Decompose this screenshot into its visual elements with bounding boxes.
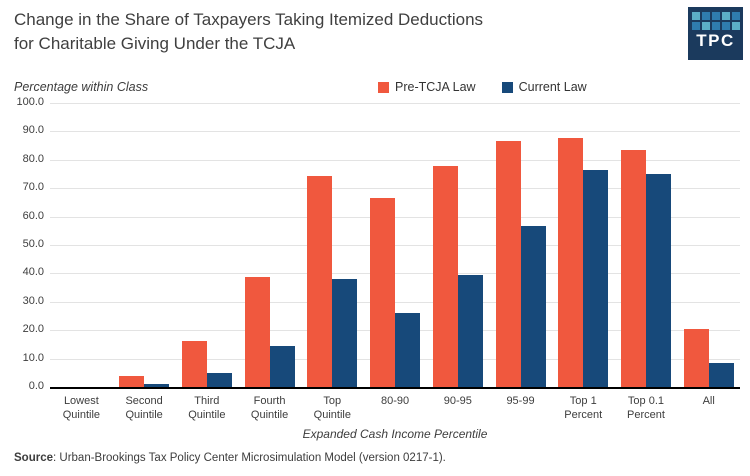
bar-group-fourth-quintile bbox=[238, 103, 301, 387]
y-axis-tick-label: 10.0 bbox=[22, 351, 44, 364]
bar-pre-tcja-law bbox=[620, 149, 646, 387]
chart-title: Change in the Share of Taxpayers Taking … bbox=[14, 10, 484, 53]
x-axis-tick-label: Second Quintile bbox=[125, 395, 163, 421]
source-label: Source bbox=[14, 452, 53, 464]
legend-swatch-icon bbox=[501, 81, 513, 93]
x-axis-tick-label: Lowest Quintile bbox=[62, 395, 101, 421]
legend-swatch-icon bbox=[378, 81, 389, 93]
bar-group-lowest-quintile bbox=[50, 103, 113, 387]
bar-current-law bbox=[269, 345, 295, 387]
y-axis-tick-label: 100.0 bbox=[16, 96, 44, 108]
x-axis-tick-label: Top 1 Percent bbox=[564, 395, 603, 421]
tpc-logo-text: TPC bbox=[696, 31, 735, 50]
y-axis-tick-label: 40.0 bbox=[22, 266, 44, 279]
y-axis-tick-label: 80.0 bbox=[22, 152, 44, 165]
x-axis-tick-label: Third Quintile bbox=[188, 395, 226, 421]
logo-square bbox=[701, 12, 710, 20]
bar-pre-tcja-law bbox=[119, 375, 145, 387]
legend-label: Pre-TCJA Law bbox=[395, 80, 476, 94]
y-axis-tick-label: 50.0 bbox=[22, 238, 44, 250]
legend: Pre-TCJA Law Current Law bbox=[378, 80, 587, 94]
logo-square bbox=[731, 12, 740, 20]
gridline bbox=[50, 103, 740, 104]
bar-current-law bbox=[395, 312, 421, 387]
x-axis-tick-label: 80-90 bbox=[380, 395, 410, 407]
bar-pre-tcja-law bbox=[495, 140, 521, 387]
bar-group-second-quintile bbox=[113, 103, 176, 387]
logo-square bbox=[731, 22, 740, 30]
bar-group-90-95 bbox=[426, 103, 489, 387]
y-axis-unit-label: Percentage within Class bbox=[14, 80, 149, 94]
bar-current-law bbox=[583, 169, 609, 387]
x-axis-title: Expanded Cash Income Percentile bbox=[302, 427, 488, 441]
legend-item-current-law: Current Law bbox=[501, 80, 587, 94]
logo-square bbox=[691, 12, 700, 20]
y-axis-tick-label: 20.0 bbox=[22, 323, 44, 336]
logo-square bbox=[721, 22, 730, 30]
logo-square bbox=[711, 22, 720, 30]
y-axis-tick-label: 0.0 bbox=[28, 380, 44, 392]
plot-area bbox=[50, 103, 740, 389]
logo-square bbox=[691, 22, 700, 30]
x-axis-tick-label: 95-99 bbox=[506, 395, 535, 407]
gridline bbox=[50, 188, 740, 190]
bar-group-top-1-percent bbox=[552, 103, 615, 387]
bar-pre-tcja-law bbox=[370, 197, 396, 387]
y-axis-tick-label: 60.0 bbox=[22, 209, 44, 222]
bar-current-law bbox=[457, 274, 483, 387]
gridline bbox=[50, 159, 740, 161]
bar-pre-tcja-law bbox=[683, 328, 709, 387]
bar-pre-tcja-law bbox=[181, 340, 207, 387]
gridline bbox=[50, 131, 740, 133]
x-axis-tick-label: Fourth Quintile bbox=[250, 395, 289, 421]
bar-current-law bbox=[144, 384, 170, 387]
x-axis-tick-label: Top 0.1 Percent bbox=[627, 395, 665, 421]
x-axis-tick-label: 90-95 bbox=[443, 395, 472, 407]
bar-current-law bbox=[645, 174, 671, 387]
bar-group-top-0-1-percent bbox=[615, 103, 678, 387]
bar-group-95-99 bbox=[489, 103, 552, 387]
bar-pre-tcja-law bbox=[432, 165, 458, 387]
y-axis-tick-label: 90.0 bbox=[22, 124, 44, 137]
logo-square bbox=[721, 12, 730, 20]
bar-group-80-90 bbox=[364, 103, 427, 387]
source-note: Source: Urban-Brookings Tax Policy Cente… bbox=[14, 452, 446, 464]
legend-label: Current Law bbox=[518, 80, 587, 94]
bar-group-all bbox=[677, 103, 740, 387]
y-axis-tick-label: 30.0 bbox=[22, 294, 44, 307]
tpc-logo: TPC bbox=[688, 7, 743, 60]
bar-current-law bbox=[332, 279, 358, 387]
bar-current-law bbox=[206, 373, 232, 387]
bar-pre-tcja-law bbox=[558, 138, 584, 387]
x-axis-tick-label: Top Quintile bbox=[313, 395, 351, 421]
bar-current-law bbox=[520, 225, 546, 387]
y-axis-tick-label: 70.0 bbox=[22, 181, 44, 194]
bar-pre-tcja-law bbox=[307, 176, 333, 387]
bar-current-law bbox=[708, 362, 734, 387]
logo-square bbox=[711, 12, 720, 20]
x-axis-tick-label: All bbox=[702, 395, 715, 407]
bar-pre-tcja-law bbox=[244, 276, 270, 387]
legend-item-pre-tcja-law: Pre-TCJA Law bbox=[378, 80, 476, 94]
x-axis-labels: Lowest Quintile Second Quintile Third Quin… bbox=[50, 395, 740, 422]
bar-group-top-quintile bbox=[301, 103, 364, 387]
tpc-logo-grid-icon bbox=[691, 12, 740, 30]
logo-square bbox=[701, 22, 710, 30]
bar-group-third-quintile bbox=[175, 103, 238, 387]
source-text: : Urban-Brookings Tax Policy Center Micr… bbox=[53, 452, 446, 464]
